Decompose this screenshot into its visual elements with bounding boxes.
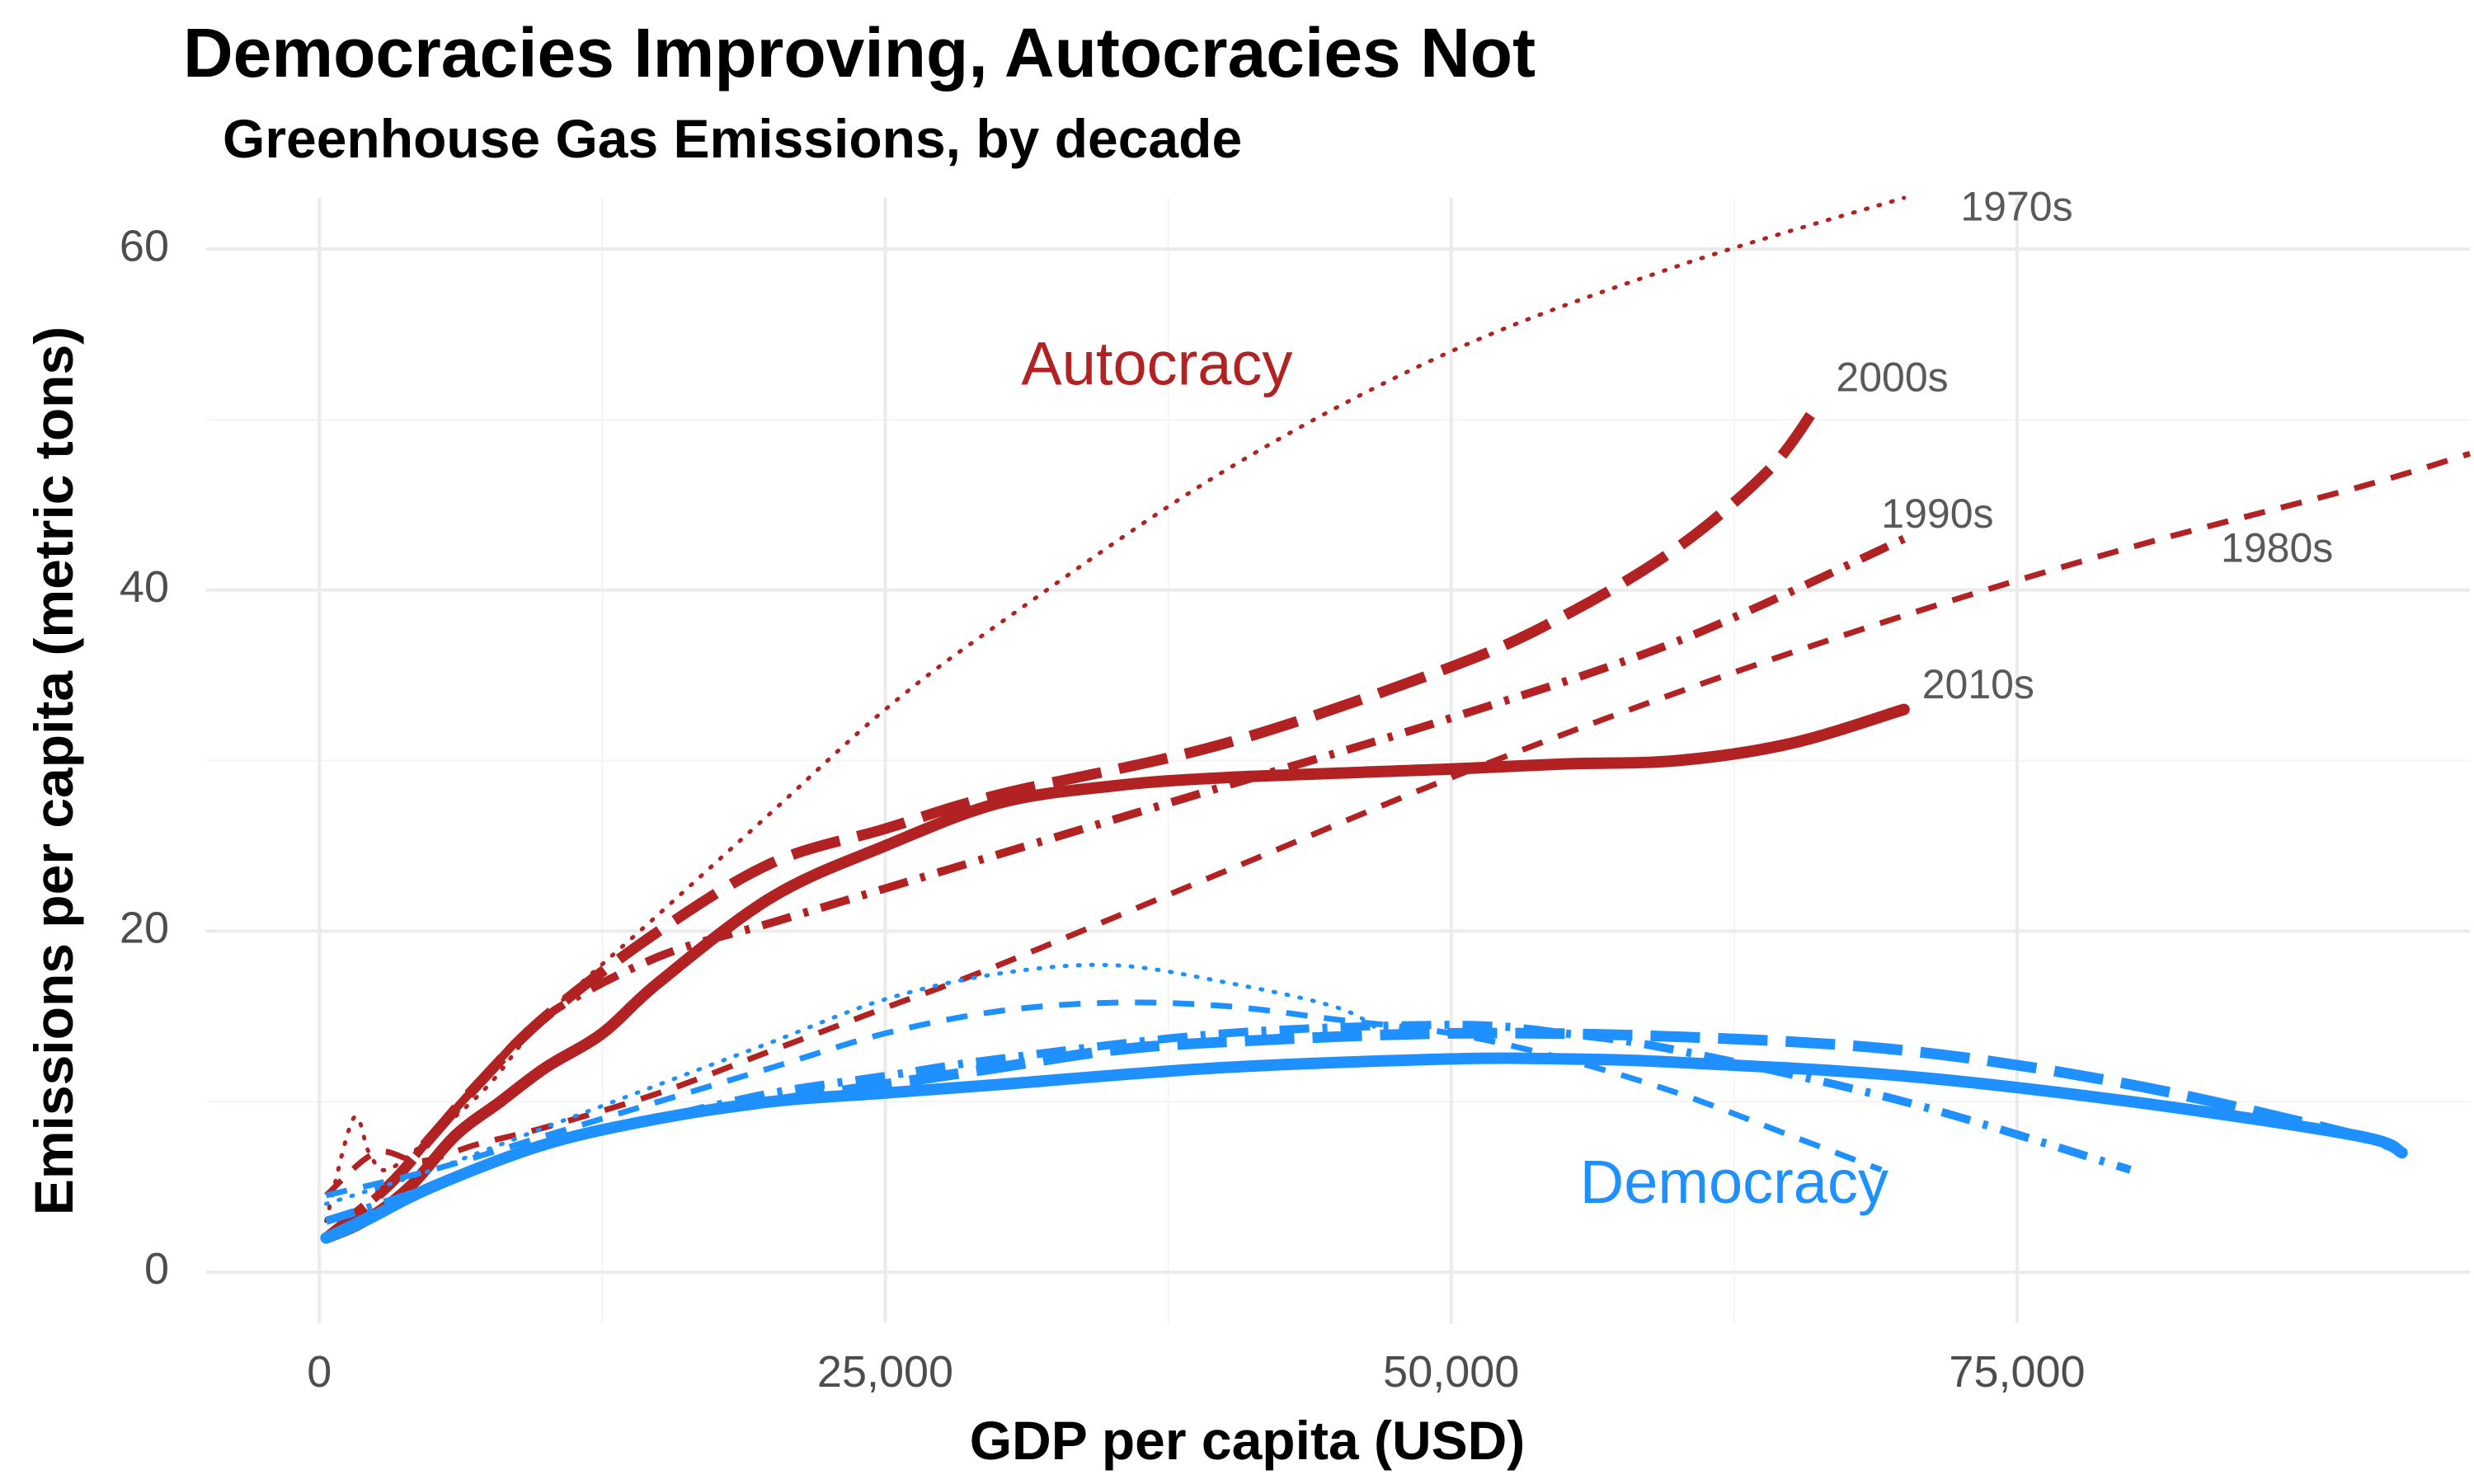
x-tick-label: 75,000: [1949, 1347, 2085, 1397]
series-label: 2010s: [1922, 661, 2034, 707]
x-tick-label: 25,000: [817, 1347, 953, 1397]
y-tick-label: 0: [144, 1244, 169, 1294]
series-label: 1980s: [2221, 524, 2333, 571]
y-axis-title: Emissions per capita (metric tons): [23, 326, 84, 1215]
y-tick-label: 60: [120, 221, 169, 270]
series-line-democracy-short-dash: [325, 999, 1883, 1199]
series-line-autocracy-2000s: [322, 407, 1818, 1242]
series-line-democracy-solid: [320, 1052, 2408, 1244]
y-tick-label: 20: [120, 904, 169, 953]
series-label: 2000s: [1836, 354, 1948, 400]
series-layer: [320, 195, 2472, 1244]
series-line-autocracy-1990s: [323, 535, 1906, 1242]
chart-title: Democracies Improving, Autocracies Not: [183, 14, 1536, 92]
axis-layer: 0 25,000 50,000 75,000 0 20 40 60 GDP per capita…: [23, 221, 2086, 1471]
series-line-autocracy-1980s: [324, 450, 2472, 1198]
label-layer: 1970s 2000s 1990s 1980s 2010s Autocracy Democr…: [1021, 184, 2333, 1216]
series-label: 1970s: [1960, 184, 2072, 230]
series-label: 1990s: [1881, 491, 1993, 537]
x-tick-label: 50,000: [1383, 1347, 1519, 1397]
y-tick-label: 40: [120, 562, 169, 612]
group-label-democracy: Democracy: [1580, 1148, 1888, 1216]
x-axis-title: GDP per capita (USD): [970, 1410, 1526, 1471]
chart-subtitle: Greenhouse Gas Emissions, by decade: [223, 108, 1243, 169]
group-label-autocracy: Autocracy: [1021, 329, 1292, 397]
series-line-autocracy-2010s: [320, 703, 1910, 1244]
grid-layer: [206, 198, 2470, 1323]
series-line-autocracy-1970s: [324, 195, 1907, 1223]
x-tick-label: 0: [307, 1347, 332, 1397]
